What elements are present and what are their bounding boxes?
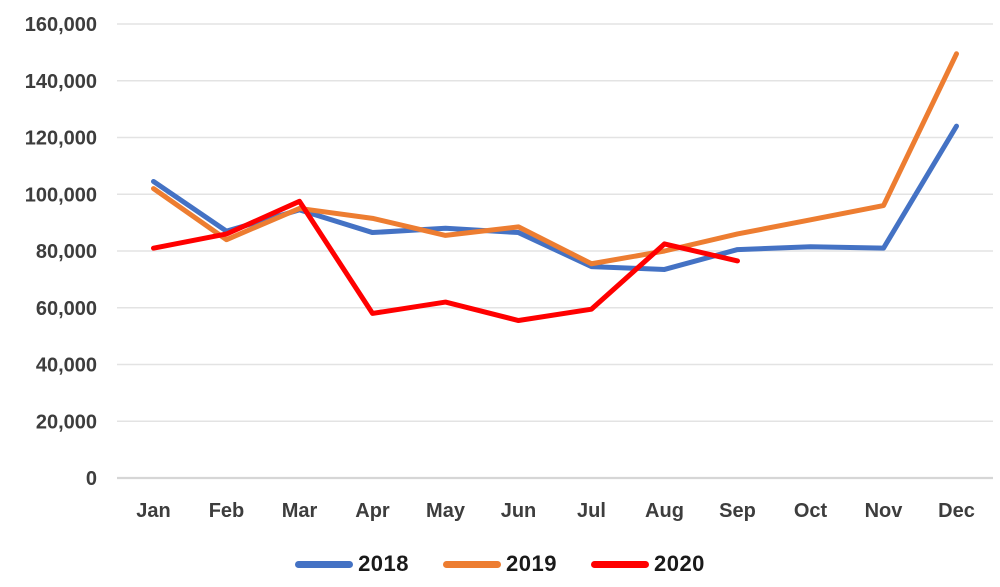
legend-label-2020: 2020 <box>653 551 705 576</box>
chart-legend: 2018 2019 2020 <box>0 551 1000 577</box>
legend-swatch-2018 <box>295 560 354 568</box>
y-axis-tick-label: 60,000 <box>36 298 97 320</box>
x-axis-tick-label: Aug <box>645 500 684 522</box>
x-axis-tick-label: Jan <box>136 500 170 522</box>
series-line-2020 <box>151 198 740 324</box>
x-axis-tick-label: Jul <box>577 500 606 522</box>
x-axis-tick-label: Feb <box>209 500 245 522</box>
y-axis-tick-label: 100,000 <box>25 184 97 206</box>
y-axis-tick-label: 0 <box>86 468 97 490</box>
x-axis-tick-label: Nov <box>865 500 904 522</box>
x-axis-tick-label: Mar <box>282 500 318 522</box>
series-line-2019 <box>151 51 959 267</box>
y-axis-tick-label: 160,000 <box>25 14 97 36</box>
legend-label-2018: 2018 <box>358 551 410 576</box>
y-axis-tick-label: 20,000 <box>36 411 97 433</box>
x-axis-tick-label: Dec <box>938 500 975 522</box>
y-axis-tick-label: 120,000 <box>25 128 97 150</box>
legend-item-2020: 2020 <box>590 551 705 577</box>
x-axis-tick-label: Apr <box>355 500 390 522</box>
legend-swatch-2020 <box>590 560 649 568</box>
x-axis-tick-label: Jun <box>501 500 537 522</box>
x-axis-tick-label: Sep <box>719 500 756 522</box>
y-axis-tick-label: 140,000 <box>25 71 97 93</box>
legend-label-2019: 2019 <box>506 551 557 576</box>
x-axis-tick-label: May <box>426 500 466 522</box>
y-axis-tick-label: 80,000 <box>36 241 97 263</box>
legend-item-2019: 2019 <box>443 551 557 577</box>
line-chart-plot-area: 0 20,000 40,000 60,000 80,000 100,000 120,000 1… <box>25 14 993 522</box>
y-axis-tick-label: 40,000 <box>36 355 97 377</box>
x-axis-tick-label: Oct <box>794 500 828 522</box>
legend-item-2018: 2018 <box>295 551 409 577</box>
legend-swatch-2019 <box>443 560 502 568</box>
